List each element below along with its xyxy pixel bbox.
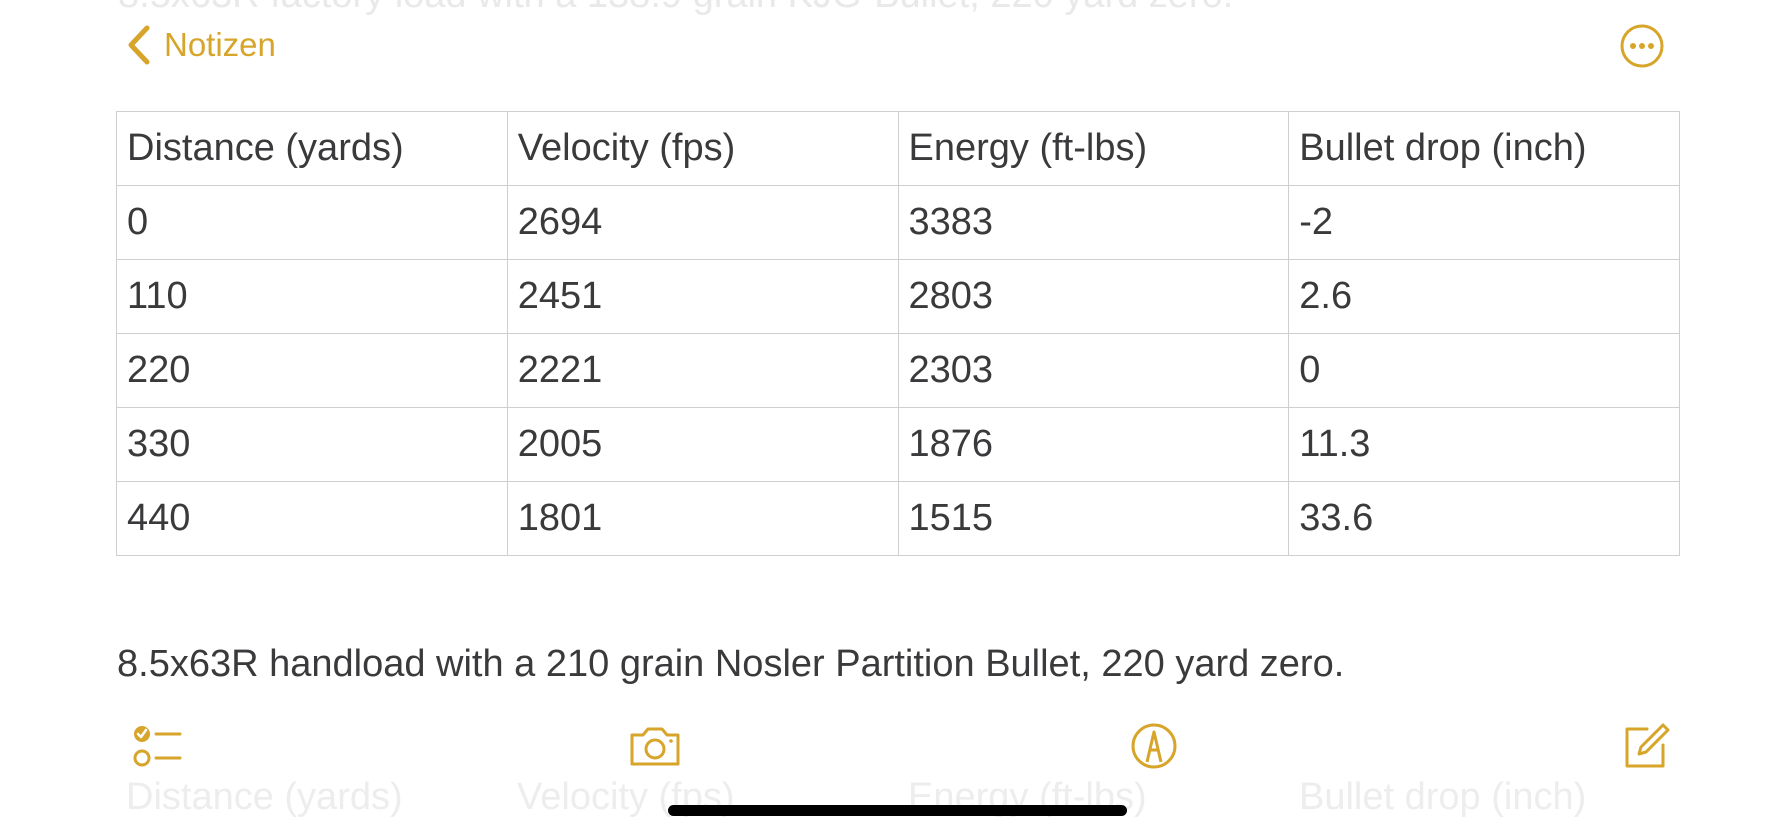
table-cell[interactable]: 2803	[897, 259, 1290, 334]
header-energy[interactable]: Energy (ft-lbs)	[897, 111, 1290, 186]
ballistics-table[interactable]: Distance (yards) Velocity (fps) Energy (…	[116, 111, 1680, 556]
more-options-button[interactable]	[1620, 24, 1664, 68]
header-velocity[interactable]: Velocity (fps)	[506, 111, 899, 186]
bottom-toolbar	[0, 700, 1792, 790]
table-cell[interactable]: 1801	[506, 481, 899, 556]
checklist-button[interactable]	[128, 718, 184, 774]
table-cell[interactable]: 220	[116, 333, 508, 408]
table-cell[interactable]: 330	[116, 407, 508, 482]
ballistics-table-container: Distance (yards) Velocity (fps) Energy (…	[116, 111, 1680, 556]
markup-button[interactable]	[1126, 718, 1182, 774]
table-cell[interactable]: 2303	[897, 333, 1290, 408]
header-distance[interactable]: Distance (yards)	[116, 111, 508, 186]
faded-note-line: 8.5x63R factory load with a 138.9 grain …	[118, 0, 1233, 17]
table-cell[interactable]: 11.3	[1288, 407, 1680, 482]
back-button[interactable]: Notizen	[126, 22, 276, 68]
table-cell[interactable]: 2005	[506, 407, 899, 482]
table-row: 220 2221 2303 0	[116, 333, 1680, 408]
navigation-bar: Notizen	[0, 0, 1792, 90]
table-cell[interactable]: 1876	[897, 407, 1290, 482]
markup-pen-icon	[1126, 718, 1182, 774]
camera-button[interactable]	[627, 718, 683, 774]
table-cell[interactable]: 2221	[506, 333, 899, 408]
camera-icon	[627, 718, 683, 774]
table-cell[interactable]: 3383	[897, 185, 1290, 260]
table-cell[interactable]: 0	[116, 185, 508, 260]
table-cell[interactable]: 0	[1288, 333, 1680, 408]
table-cell[interactable]: 2.6	[1288, 259, 1680, 334]
compose-button[interactable]	[1617, 718, 1673, 774]
back-button-label: Notizen	[164, 26, 276, 63]
faded-header-distance: Distance (yards)	[126, 776, 403, 818]
table-row: 440 1801 1515 33.6	[116, 481, 1680, 556]
compose-icon	[1617, 718, 1673, 774]
header-bullet-drop[interactable]: Bullet drop (inch)	[1288, 111, 1680, 186]
table-row: 330 2005 1876 11.3	[116, 407, 1680, 482]
table-header-row: Distance (yards) Velocity (fps) Energy (…	[116, 111, 1680, 186]
faded-header-bullet-drop: Bullet drop (inch)	[1299, 776, 1587, 818]
ellipsis-circle-icon	[1620, 24, 1664, 68]
table-cell[interactable]: -2	[1288, 185, 1680, 260]
note-text-line[interactable]: 8.5x63R handload with a 210 grain Nosler…	[117, 643, 1345, 685]
table-row: 0 2694 3383 -2	[116, 185, 1680, 260]
table-cell[interactable]: 2451	[506, 259, 899, 334]
chevron-left-icon	[126, 25, 152, 65]
table-cell[interactable]: 2694	[506, 185, 899, 260]
home-indicator[interactable]	[668, 805, 1127, 816]
checklist-icon	[128, 718, 184, 774]
table-row: 110 2451 2803 2.6	[116, 259, 1680, 334]
faded-table-header: Distance (yards) Velocity (fps) Energy (…	[116, 776, 1679, 836]
table-cell[interactable]: 440	[116, 481, 508, 556]
table-cell[interactable]: 33.6	[1288, 481, 1680, 556]
table-cell[interactable]: 1515	[897, 481, 1290, 556]
table-cell[interactable]: 110	[116, 259, 508, 334]
